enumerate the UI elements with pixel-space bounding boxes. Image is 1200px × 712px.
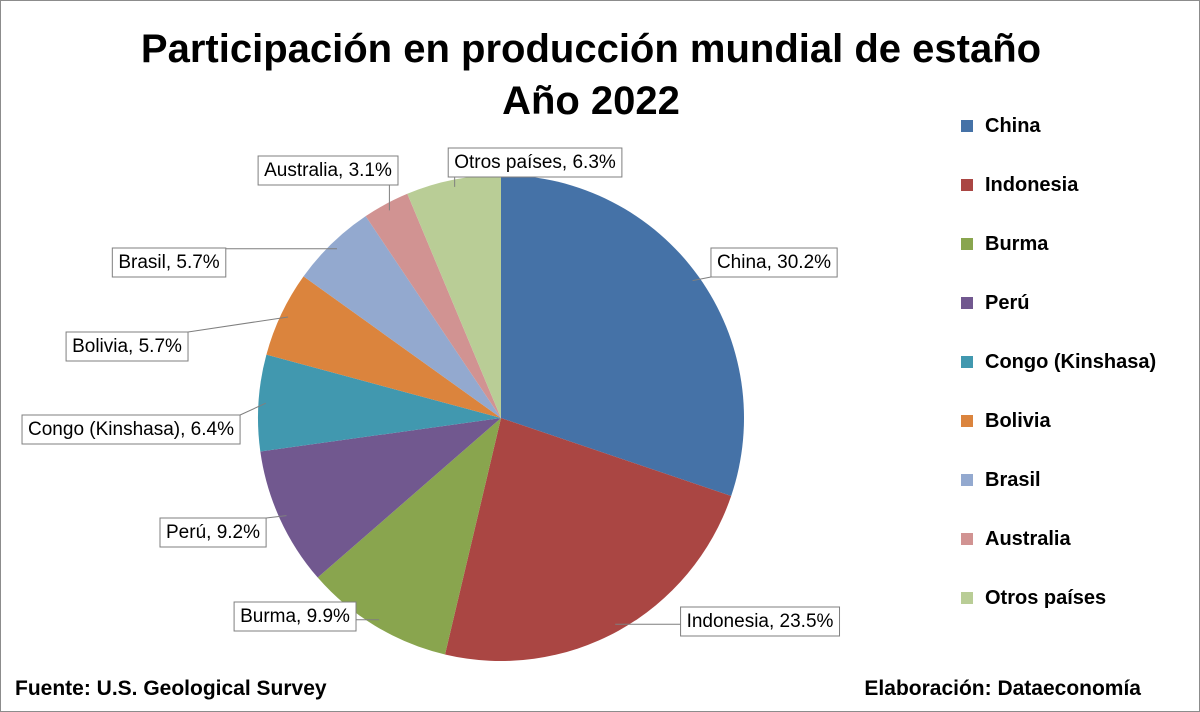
legend-swatch xyxy=(961,474,973,486)
data-label-brasil: Brasil, 5.7% xyxy=(118,252,219,273)
source-note: Fuente: U.S. Geological Survey xyxy=(15,677,327,700)
legend-swatch xyxy=(961,179,973,191)
data-label-box xyxy=(680,606,841,637)
slice-indonesia xyxy=(445,418,732,661)
legend-label: Indonesia xyxy=(985,174,1079,196)
data-label-indonesia: Indonesia, 23.5% xyxy=(687,611,834,632)
legend-swatch xyxy=(961,238,973,250)
data-label-bolivia: Bolivia, 5.7% xyxy=(72,336,182,357)
data-label-congo-kinshasa: Congo (Kinshasa), 6.4% xyxy=(28,419,234,440)
data-label-otros-paises: Otros países, 6.3% xyxy=(454,152,616,173)
data-label-box xyxy=(257,155,399,186)
legend-swatch xyxy=(961,297,973,309)
data-label-box xyxy=(159,517,267,548)
leader-lines xyxy=(187,177,712,625)
legend-label: Otros países xyxy=(985,587,1107,609)
data-label-peru: Perú, 9.2% xyxy=(166,522,260,543)
leader-line xyxy=(692,276,712,282)
legend-label: Burma xyxy=(985,233,1049,255)
legend-swatch xyxy=(961,592,973,604)
legend-label: Congo (Kinshasa) xyxy=(985,351,1157,373)
legend-label: Brasil xyxy=(985,469,1041,491)
credit-note: Elaboración: Dataeconomía xyxy=(864,677,1141,700)
data-label-box xyxy=(111,247,227,278)
slice-congo-kinshasa xyxy=(258,354,501,452)
legend-swatch xyxy=(961,415,973,427)
chart-subtitle: Año 2022 xyxy=(502,79,680,123)
leader-line xyxy=(266,515,287,519)
leader-line xyxy=(239,402,266,416)
data-label-box xyxy=(447,147,623,178)
slice-peru xyxy=(260,418,501,578)
leader-line xyxy=(187,316,289,333)
slice-china xyxy=(501,175,744,496)
legend-swatch xyxy=(961,120,973,132)
slice-burma xyxy=(317,418,501,655)
data-label-australia: Australia, 3.1% xyxy=(264,160,392,181)
data-labels: China, 30.2% Indonesia, 23.5% Burma, 9.9% P… xyxy=(21,147,841,637)
chart-title-block: Participación en producción mundial de e… xyxy=(1,23,1181,127)
data-label-box xyxy=(233,601,357,632)
data-label-box xyxy=(710,247,838,278)
slice-bolivia xyxy=(266,276,501,418)
data-label-china: China, 30.2% xyxy=(717,252,831,273)
legend-label: China xyxy=(985,115,1041,137)
data-label-burma: Burma, 9.9% xyxy=(240,606,350,627)
legend-swatch xyxy=(961,356,973,368)
slice-australia xyxy=(365,193,501,418)
slice-otros-paises xyxy=(407,175,501,418)
chart-title: Participación en producción mundial de e… xyxy=(140,27,1042,71)
slice-brasil xyxy=(303,216,501,418)
legend-label: Australia xyxy=(985,528,1071,550)
legend-label: Perú xyxy=(985,292,1030,314)
pie-slices xyxy=(258,175,744,661)
legend-swatch xyxy=(961,533,973,545)
data-label-box xyxy=(21,414,241,445)
legend-label: Bolivia xyxy=(985,410,1051,432)
data-label-box xyxy=(65,331,189,362)
